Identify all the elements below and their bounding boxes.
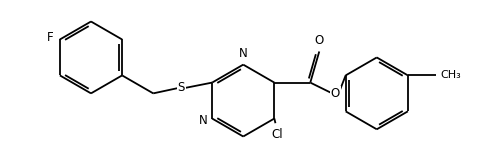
Text: O: O [314,34,324,47]
Text: O: O [331,87,340,100]
Text: Cl: Cl [271,128,283,140]
Text: N: N [199,114,208,127]
Text: S: S [178,82,185,94]
Text: N: N [239,47,248,60]
Text: F: F [47,31,54,44]
Text: CH₃: CH₃ [440,70,461,80]
